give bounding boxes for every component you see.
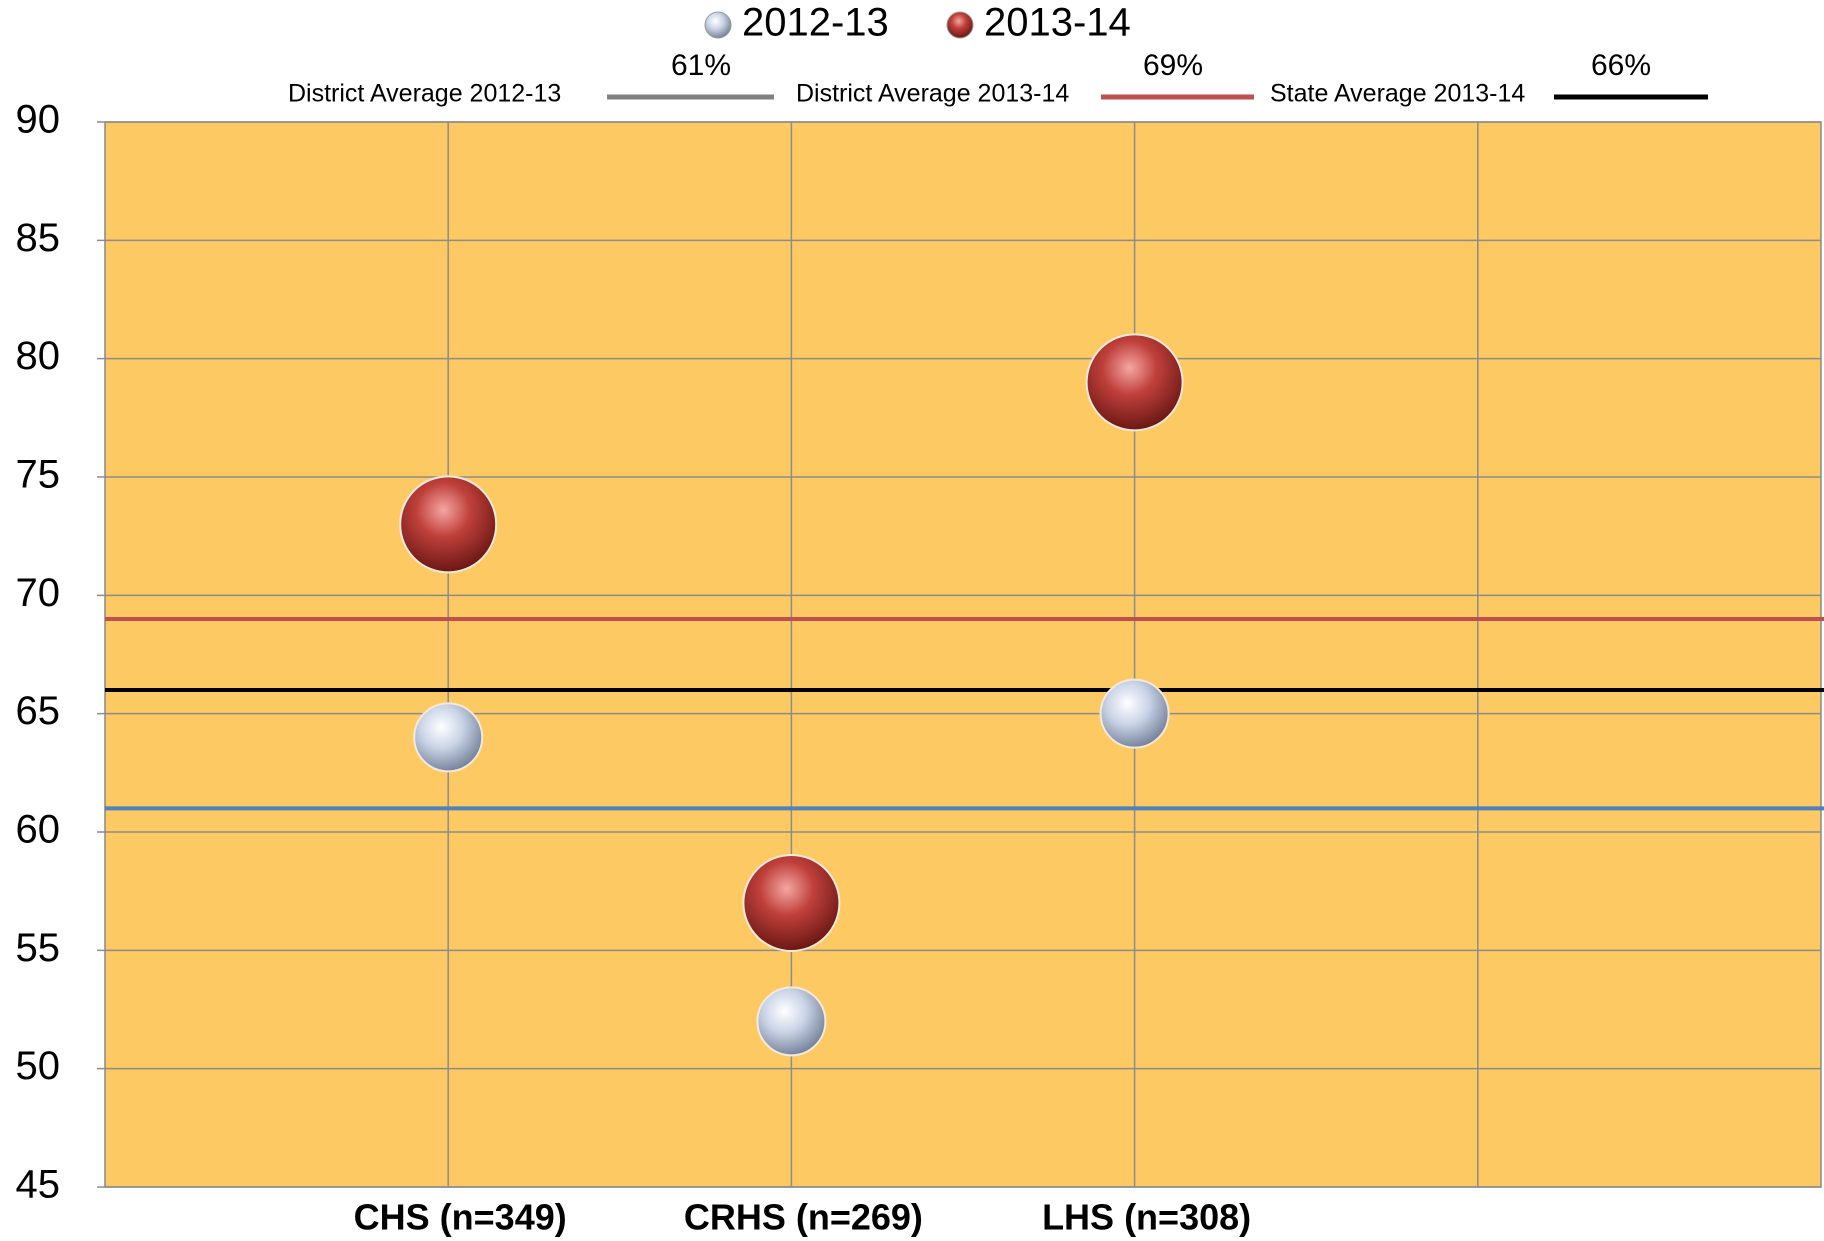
y-tick-label: 55 [16,926,61,970]
legend-label: 2013-14 [984,1,1131,45]
y-tick-label: 45 [16,1163,61,1207]
y-tick-label: 65 [16,689,61,733]
reference-legend-label: State Average 2013-14 [1270,80,1525,108]
y-tick-label: 80 [16,334,61,378]
bubble [399,475,498,574]
legend-marker [704,11,732,39]
y-tick-label: 85 [16,216,61,260]
x-tick-label: LHS (n=308) [1042,1197,1251,1238]
reference-value-label: 61% [671,49,731,82]
plot-area [104,121,1822,1188]
y-tick-label: 90 [16,98,61,142]
bubble [1085,333,1184,432]
y-tick-label: 60 [16,808,61,852]
y-tick-label: 70 [16,571,61,615]
bubble [413,702,484,773]
x-tick-label: CHS (n=349) [354,1197,567,1238]
legend-label: 2012-13 [742,1,889,45]
bubble [742,854,841,952]
legend-marker [946,11,974,39]
y-tick-label: 50 [16,1044,61,1088]
reference-value-label: 69% [1143,49,1203,82]
x-tick-label: CRHS (n=269) [684,1197,923,1238]
bubble [756,986,827,1057]
reference-legend-label: District Average 2013-14 [796,80,1069,108]
y-tick-label: 75 [16,453,61,497]
reference-legend-label: District Average 2012-13 [288,80,561,108]
bubble [1099,678,1170,749]
reference-value-label: 66% [1591,49,1651,82]
